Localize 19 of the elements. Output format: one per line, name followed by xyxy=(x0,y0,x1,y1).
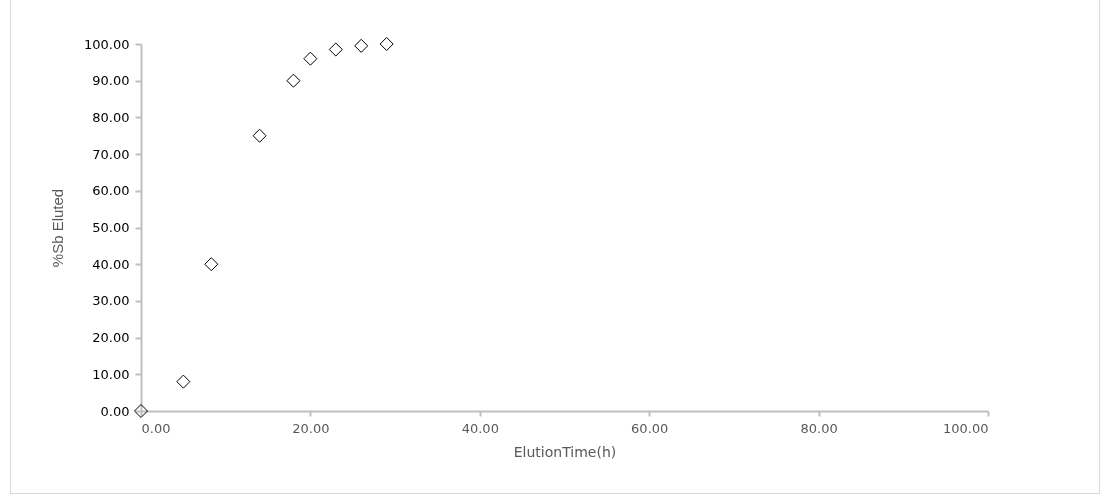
x-tick-label: 60.00 xyxy=(631,420,669,436)
y-tick-label: 80.00 xyxy=(92,109,130,125)
x-tick-label: 80.00 xyxy=(800,420,838,436)
y-tick-label: 100.00 xyxy=(84,36,130,52)
y-tick-label: 60.00 xyxy=(92,183,130,199)
x-tick-label: 40.00 xyxy=(461,420,499,436)
y-tick-label: 20.00 xyxy=(92,330,130,346)
y-axis-title: %Sb Eluted xyxy=(49,188,67,268)
y-tick-label: 10.00 xyxy=(92,366,130,382)
x-axis-title: ElutionTime(h) xyxy=(513,443,617,460)
x-tick-label: 0.00 xyxy=(141,420,171,436)
x-tick-label: 20.00 xyxy=(292,420,330,436)
y-tick-label: 40.00 xyxy=(92,256,130,272)
y-tick-label: 30.00 xyxy=(92,293,130,309)
y-tick-label: 50.00 xyxy=(92,220,130,235)
x-tick-label: 100.00 xyxy=(943,420,989,436)
y-tick-label: 90.00 xyxy=(92,73,130,89)
y-tick-label: 0.00 xyxy=(100,403,130,419)
y-tick-label: 70.00 xyxy=(92,146,130,162)
